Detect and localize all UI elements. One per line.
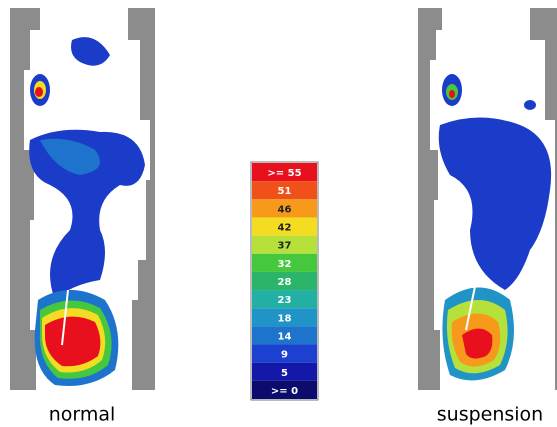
legend-label: 37 — [278, 241, 292, 252]
panel-label: suspension — [437, 404, 543, 426]
figure: >= 55 51 46 42 37 32 28 23 18 14 9 5 >= 0 normal sus… — [0, 0, 557, 427]
legend-label: 32 — [278, 259, 292, 270]
foot-map-normal — [10, 8, 155, 390]
legend-label: 9 — [281, 350, 288, 361]
legend-label: 14 — [278, 331, 292, 342]
legend-label: 23 — [278, 295, 292, 306]
legend-label: 42 — [278, 223, 292, 234]
legend-label: 18 — [278, 313, 292, 324]
legend-label: 5 — [281, 368, 288, 379]
legend-label: 28 — [278, 277, 292, 288]
legend-label: 51 — [278, 186, 292, 197]
legend-label: 46 — [278, 204, 292, 215]
legend-label: >= 55 — [267, 168, 301, 179]
foot-map-suspension — [418, 8, 557, 390]
page: >= 55 51 46 42 37 32 28 23 18 14 9 5 >= 0 normal sus… — [0, 0, 557, 427]
legend-label: >= 0 — [271, 386, 298, 397]
legend: >= 55 51 46 42 37 32 28 23 18 14 9 5 >= 0 — [252, 163, 317, 399]
panel-label: normal — [49, 404, 116, 426]
